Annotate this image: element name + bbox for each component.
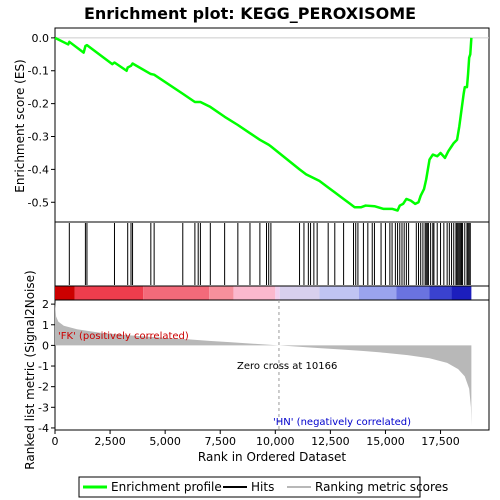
hits-panel (54, 221, 490, 287)
metric-tick-label: -2 (38, 381, 49, 394)
legend-profile-label: Enrichment profile (111, 480, 222, 494)
x-tick-label: 15,000 (366, 435, 405, 448)
es-panel (54, 27, 490, 223)
heat-segment (279, 286, 320, 300)
x-axis-title: Rank in Ordered Dataset (198, 450, 346, 464)
x-tick-label: 5,000 (149, 435, 181, 448)
heat-segment (275, 286, 280, 300)
zero-cross-annotation: Zero cross at 10166 (237, 361, 337, 372)
metric-tick-label: -3 (38, 401, 49, 414)
x-tick-label: 0 (52, 435, 59, 448)
hits-layer (68, 223, 471, 285)
metric-area (55, 300, 472, 430)
es-tick-label: -0.3 (28, 131, 49, 144)
es-tick-label: -0.5 (28, 196, 49, 209)
heat-segment (451, 286, 472, 300)
heat-segment (74, 286, 144, 300)
metric-axis-title: Ranked list metric (Signal2Noise) (23, 270, 37, 469)
x-tick-label: 10,000 (256, 435, 295, 448)
metric-y-axis: 2 1 0 -1 -2 -3 -4 (38, 298, 55, 435)
legend-box (78, 476, 421, 498)
es-tick-label: -0.4 (28, 163, 49, 176)
positive-annotation: 'FK' (positively correlated) (58, 331, 189, 342)
heat-segment (429, 286, 452, 300)
heat-segment (209, 286, 234, 300)
legend-hits-label: Hits (251, 480, 274, 494)
x-axis: 0 2,500 5,000 7,500 10,000 12,500 15,000 17,500 (52, 430, 460, 448)
x-tick-label: 7,500 (204, 435, 236, 448)
legend-metric-label: Ranking metric scores (315, 480, 448, 494)
metric-tick-label: 1 (42, 319, 49, 332)
heat-segment (396, 286, 430, 300)
heat-segment (359, 286, 397, 300)
negative-annotation: 'HN' (negatively correlated) (273, 417, 411, 428)
es-tick-label: -0.2 (28, 98, 49, 111)
heat-segment (319, 286, 360, 300)
metric-panel (54, 299, 490, 431)
metric-tick-label: 0 (42, 339, 49, 352)
x-tick-label: 17,500 (421, 435, 460, 448)
chart-title: Enrichment plot: KEGG_PEROXISOME (84, 4, 416, 23)
heat-bar (55, 286, 472, 300)
x-tick-label: 12,500 (311, 435, 350, 448)
metric-tick-label: -4 (38, 422, 49, 435)
es-layer (54, 36, 489, 212)
heat-segment (233, 286, 276, 300)
es-y-axis: 0.0 -0.1 -0.2 -0.3 -0.4 -0.5 (28, 32, 55, 209)
es-tick-label: 0.0 (32, 32, 50, 45)
enrichment-profile-line (54, 36, 473, 212)
es-axis-title: Enrichment score (ES) (13, 59, 27, 192)
es-tick-label: -0.1 (28, 65, 49, 78)
heat-segment (143, 286, 210, 300)
x-tick-label: 2,500 (94, 435, 126, 448)
heat-segment (55, 286, 75, 300)
metric-tick-label: 2 (42, 298, 49, 311)
metric-tick-label: -1 (38, 360, 49, 373)
legend: Enrichment profile Hits Ranking metric s… (78, 476, 448, 498)
